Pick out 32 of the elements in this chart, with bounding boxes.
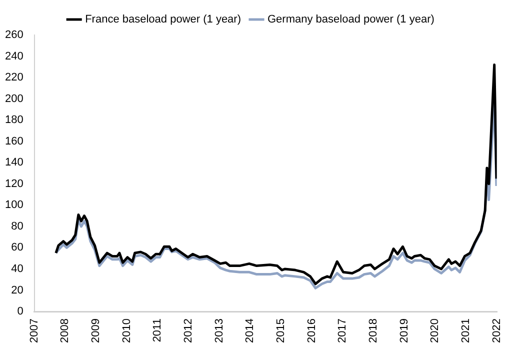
y-tick-label: 240 [4,50,24,62]
x-tick-label: 2010 [120,318,133,344]
x-tick-label: 2012 [182,318,195,344]
x-tick-label: 2016 [306,318,318,344]
x-tick-label: 2011 [152,318,164,342]
y-tick-label: 40 [11,263,24,276]
x-tick-label: 2007 [28,318,40,344]
y-tick-label: 120 [4,178,24,190]
x-tick-label: 2020 [429,318,442,344]
y-tick-label: 160 [4,135,24,148]
y-tick-label: 20 [11,284,24,296]
x-tick-label: 2022 [490,318,503,344]
legend-label: France baseload power (1 year) [85,14,242,26]
x-tick-label: 2014 [244,318,256,344]
x-tick-label: 2021 [460,318,472,344]
y-tick-label: 100 [4,199,24,212]
legend-label: Germany baseload power (1 year) [268,14,434,26]
x-tick-label: 2018 [368,318,380,344]
y-tick-label: 140 [4,156,24,169]
y-tick-label: 0 [17,306,24,318]
y-tick-label: 60 [11,242,24,254]
x-tick-label: 2013 [213,318,226,344]
y-tick-label: 260 [4,29,24,42]
x-tick-label: 2009 [90,318,102,344]
x-tick-label: 2008 [59,318,72,344]
y-tick-label: 200 [4,92,24,105]
x-tick-label: 2015 [275,318,288,344]
y-tick-label: 220 [4,72,24,84]
y-tick-label: 80 [11,220,24,232]
x-tick-label: 2017 [336,318,349,344]
x-tick-label: 2019 [398,318,410,344]
y-tick-label: 180 [4,114,24,126]
